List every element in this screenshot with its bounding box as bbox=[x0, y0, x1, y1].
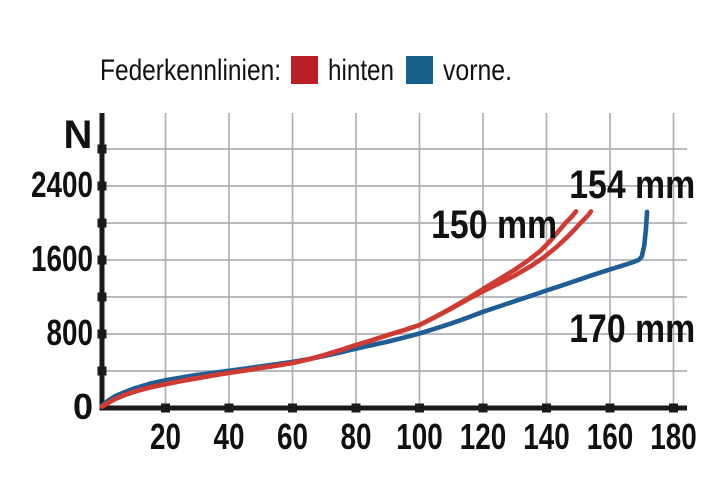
x-tick-label: 180 bbox=[650, 416, 697, 457]
x-tick-mark bbox=[288, 403, 297, 413]
legend-swatch-hinten bbox=[291, 56, 318, 84]
grid-lines bbox=[104, 113, 687, 406]
x-tick-mark bbox=[415, 403, 424, 413]
legend-label-hinten: hinten bbox=[328, 54, 394, 87]
x-tick-label: 60 bbox=[277, 416, 308, 457]
x-tick-label: 40 bbox=[214, 416, 245, 457]
legend-label-vorne: vorne. bbox=[443, 54, 512, 87]
chart-legend: Federkennlinien: hinten vorne. bbox=[100, 54, 512, 87]
x-tick-label: 80 bbox=[341, 416, 372, 457]
y-tick-mark bbox=[97, 292, 107, 302]
x-tick-label: 20 bbox=[150, 416, 181, 457]
x-tick-mark bbox=[542, 403, 551, 413]
x-tick-label: 120 bbox=[460, 416, 507, 457]
y-tick-label: 800 bbox=[47, 312, 94, 353]
x-tick-label: 160 bbox=[587, 416, 634, 457]
legend-swatch-vorne bbox=[406, 56, 433, 84]
x-tick-label: 140 bbox=[523, 416, 570, 457]
curve-hinten-150 bbox=[99, 209, 579, 409]
x-tick-mark bbox=[605, 403, 615, 413]
x-tick-mark bbox=[478, 403, 488, 413]
y-tick-mark bbox=[97, 218, 107, 228]
x-tick-mark bbox=[224, 403, 234, 413]
curves bbox=[99, 209, 650, 409]
y-tick-mark bbox=[97, 181, 107, 191]
y-tick-mark bbox=[97, 329, 107, 339]
x-tick-mark bbox=[669, 403, 678, 413]
y-tick-label: 0 bbox=[73, 386, 93, 427]
curve-annotations: 154 mm 150 mm 170 mm bbox=[431, 163, 695, 351]
legend-title: Federkennlinien: bbox=[100, 54, 281, 87]
y-tick-mark bbox=[97, 366, 107, 376]
x-tick-label: 100 bbox=[396, 416, 443, 457]
travel-annotation: 170 mm bbox=[569, 307, 695, 351]
y-tick-label: 1600 bbox=[31, 238, 93, 279]
travel-annotation: 154 mm bbox=[569, 163, 695, 207]
tick-labels: 0 800 1600 2400 20 40 60 80 100 120 140 160 180 bbox=[31, 164, 697, 457]
y-tick-mark bbox=[97, 144, 107, 154]
y-tick-label: 2400 bbox=[31, 164, 93, 205]
x-tick-mark bbox=[351, 403, 361, 413]
curve-vorne-170 bbox=[99, 209, 650, 408]
travel-annotation: 150 mm bbox=[431, 203, 557, 247]
y-axis-unit-label: N bbox=[64, 113, 93, 157]
y-tick-mark bbox=[97, 255, 107, 265]
axes bbox=[97, 113, 687, 413]
x-axis-line bbox=[99, 405, 687, 411]
x-tick-mark bbox=[161, 403, 170, 413]
